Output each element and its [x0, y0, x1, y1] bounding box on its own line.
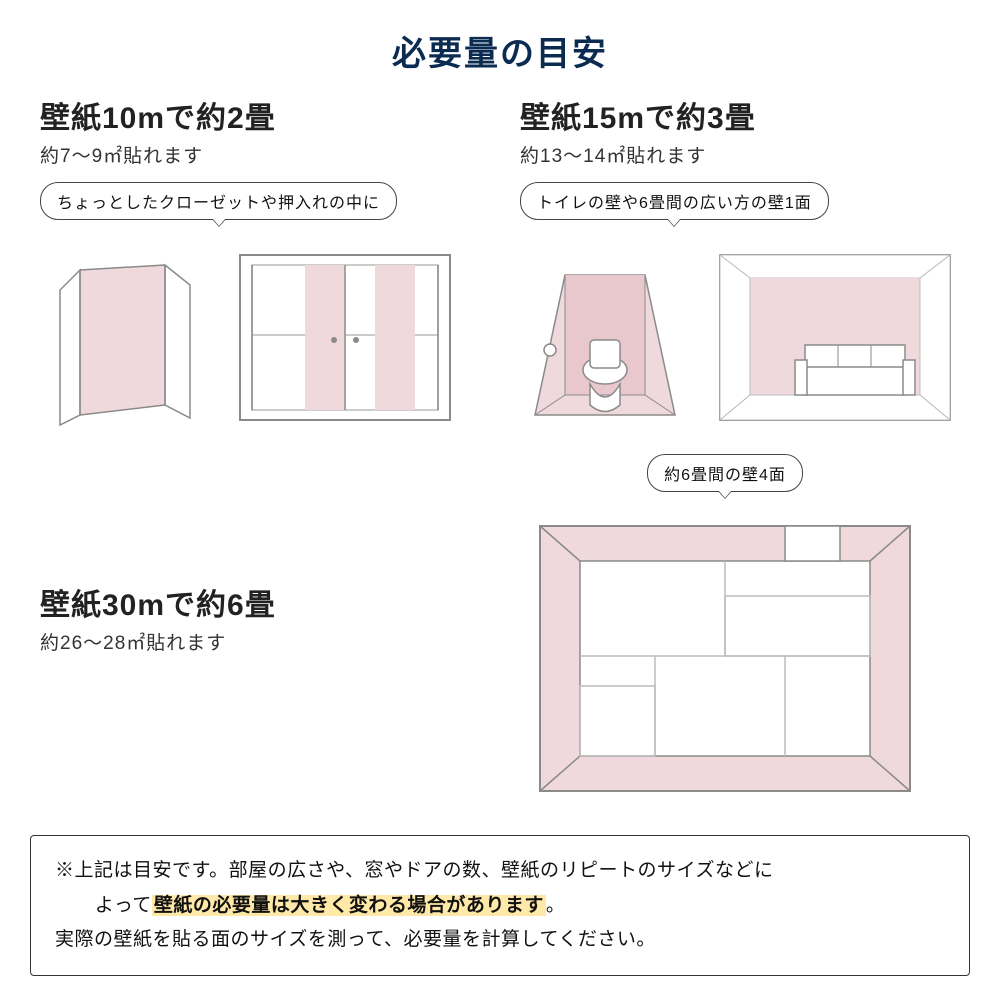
sub-15m: 約13～14㎡貼れます [520, 141, 960, 168]
note-line-1: ※上記は目安です。部屋の広さや、窓やドアの数、壁紙のリピートのサイズなどに [55, 854, 945, 888]
illus-toilet-icon [520, 240, 690, 430]
section-10m: 壁紙10mで約2畳 約7～9㎡貼れます ちょっとしたクローゼットや押入れの中に [40, 93, 480, 430]
heading-10m: 壁紙10mで約2畳 [40, 93, 480, 137]
note-highlight: 壁紙の必要量は大きく変わる場合があります [152, 895, 546, 916]
page-title: 必要量の目安 [0, 0, 1000, 75]
heading-30m: 壁紙30mで約6畳 [40, 580, 460, 624]
section-15m: 壁紙15mで約3畳 約13～14㎡貼れます トイレの壁や6畳間の広い方の壁1面 [520, 93, 960, 430]
section-30m-text: 壁紙30mで約6畳 約26～28㎡貼れます [40, 440, 460, 655]
row-2: 壁紙30mで約6畳 約26～28㎡貼れます 約6畳間の壁4面 [40, 440, 960, 806]
row-1: 壁紙10mで約2畳 約7～9㎡貼れます ちょっとしたクローゼットや押入れの中に [40, 93, 960, 430]
note-line-2: よって壁紙の必要量は大きく変わる場合があります。 [55, 889, 945, 923]
sub-30m: 約26～28㎡貼れます [40, 628, 460, 655]
heading-15m: 壁紙15mで約3畳 [520, 93, 960, 137]
note-line-3: 実際の壁紙を貼る面のサイズを測って、必要量を計算してください。 [55, 923, 945, 957]
content-grid: 壁紙10mで約2畳 約7～9㎡貼れます ちょっとしたクローゼットや押入れの中に [0, 75, 1000, 806]
badge-10m: ちょっとしたクローゼットや押入れの中に [40, 182, 397, 220]
section-30m-fig: 約6畳間の壁4面 [490, 440, 960, 806]
illus-15m-row [520, 240, 960, 430]
sub-10m: 約7～9㎡貼れます [40, 141, 480, 168]
note-box: ※上記は目安です。部屋の広さや、窓やドアの数、壁紙のリピートのサイズなどに よっ… [30, 835, 970, 976]
note-line-2a: よって [95, 895, 152, 916]
illus-10m-row [40, 240, 480, 430]
illus-livingwall-icon [710, 240, 960, 430]
note-line-2b: 。 [546, 895, 566, 916]
illus-slidingdoor-icon [230, 240, 460, 430]
illus-closet-icon [40, 240, 210, 430]
badge-30m: 約6畳間の壁4面 [647, 454, 803, 492]
illus-6tatami-icon [525, 506, 925, 806]
badge-15m: トイレの壁や6畳間の広い方の壁1面 [520, 182, 829, 220]
